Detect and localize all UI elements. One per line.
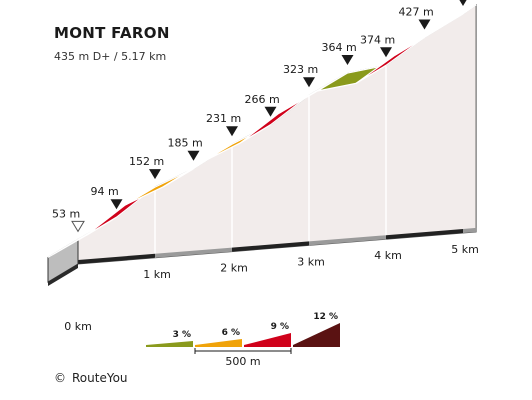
elevation-marker-icon <box>418 19 431 30</box>
credit: © RouteYou <box>54 371 128 385</box>
distance-tick-label: 5 km <box>451 243 479 256</box>
elevation-marker-icon <box>459 0 467 6</box>
elevation-label: 364 m <box>322 41 357 54</box>
elevation-marker-icon <box>264 106 277 117</box>
route-title: MONT FARON <box>54 24 170 42</box>
profile-start-base <box>48 264 78 286</box>
elevation-marker-icon <box>226 126 238 137</box>
legend-label: 9 % <box>271 322 289 332</box>
distance-tick-label: 4 km <box>374 249 402 262</box>
elevation-label: 374 m <box>360 33 395 46</box>
base-strip-segment <box>155 247 232 258</box>
elevation-label: 231 m <box>206 112 241 125</box>
grade-segment <box>432 4 477 33</box>
base-strip-segment <box>78 253 155 264</box>
distance-tick-label: 1 km <box>143 268 171 281</box>
elevation-marker-icon <box>303 77 315 88</box>
legend-label: 6 % <box>222 328 240 338</box>
route-subtitle: 435 m D+ / 5.17 km <box>54 50 167 63</box>
start-marker-icon <box>71 220 85 233</box>
elevation-marker-icon <box>341 55 354 65</box>
legend-wedge <box>244 333 291 347</box>
elevation-label: 53 m <box>52 207 80 220</box>
legend-label: 12 % <box>313 312 338 322</box>
legend-wedge <box>146 341 193 347</box>
legend-label: 3 % <box>173 330 191 340</box>
elevation-marker-icon <box>149 169 161 180</box>
distance-tick-label: 3 km <box>297 255 325 268</box>
base-strip-segment <box>386 229 463 240</box>
elevation-marker-icon <box>380 47 392 58</box>
elevation-label: 94 m <box>91 185 119 198</box>
credit-text: RouteYou <box>72 371 128 385</box>
elevation-label: 152 m <box>129 155 164 168</box>
elevation-label: 266 m <box>245 93 280 106</box>
elevation-label: 427 m <box>399 6 434 19</box>
distance-tick-label: 2 km <box>220 262 248 275</box>
legend-wedge <box>195 339 242 347</box>
elevation-marker-icon <box>110 199 123 210</box>
base-strip-segment <box>463 227 477 233</box>
copyright-icon: © <box>54 371 66 385</box>
elevation-label: 323 m <box>283 63 318 76</box>
distance-tick-label: 0 km <box>64 320 92 333</box>
base-strip-segment <box>309 235 386 246</box>
scale-label: 500 m <box>225 355 260 368</box>
elevation-marker-icon <box>187 150 200 161</box>
base-strip-segment <box>232 241 309 252</box>
elevation-label: 185 m <box>168 137 203 150</box>
legend-wedge <box>293 323 340 347</box>
